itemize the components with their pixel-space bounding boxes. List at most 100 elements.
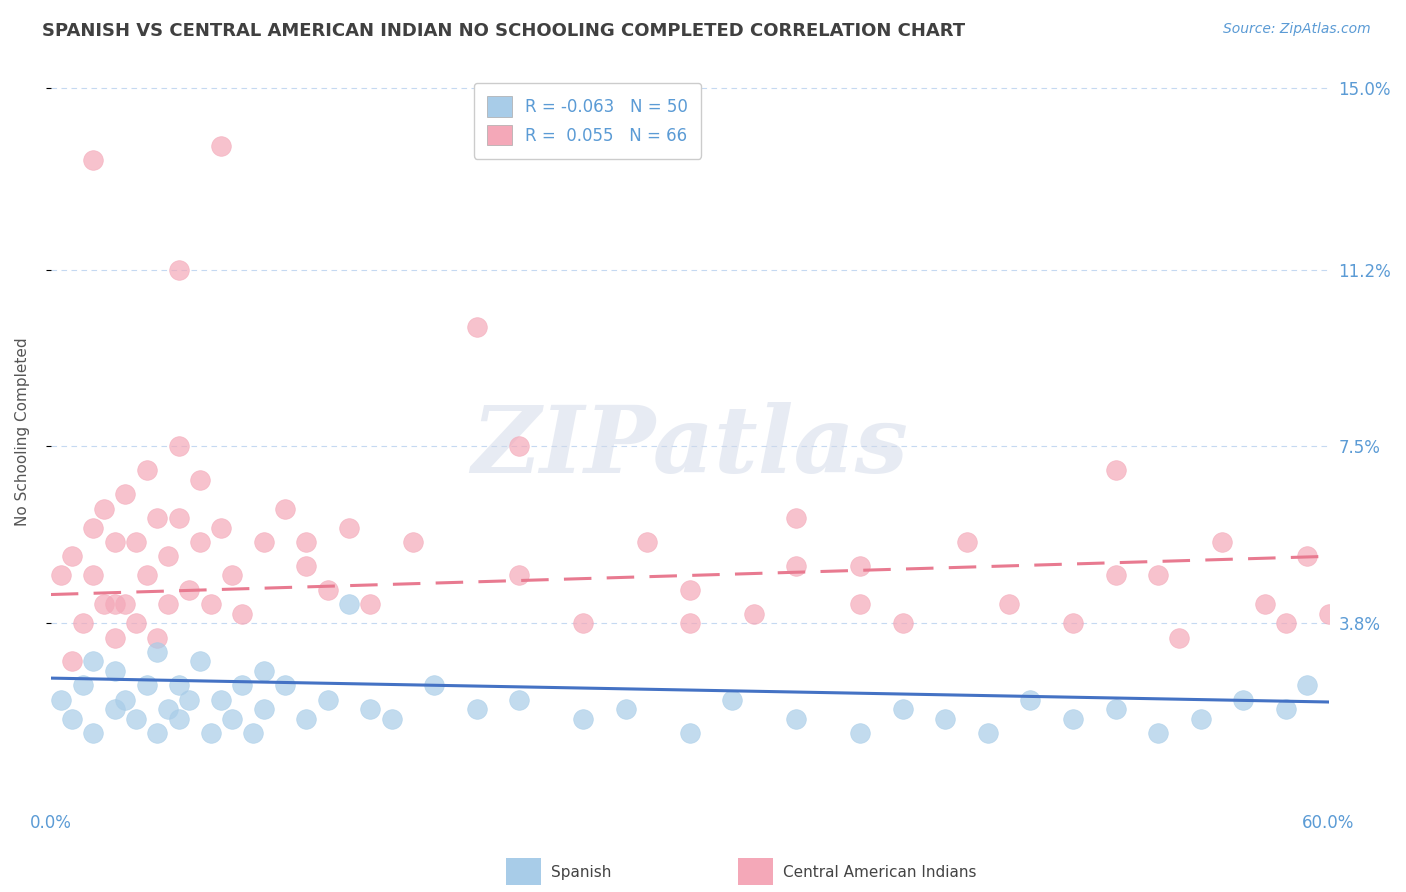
Point: [295, 535, 318, 549]
Point: [572, 616, 595, 631]
Point: [1104, 702, 1126, 716]
Point: [1062, 616, 1084, 631]
Point: [423, 678, 446, 692]
Point: [167, 440, 190, 454]
Point: [1275, 616, 1298, 631]
Point: [253, 702, 276, 716]
Point: [114, 692, 136, 706]
Point: [179, 582, 201, 597]
Point: [51, 692, 73, 706]
Point: [221, 568, 243, 582]
Point: [125, 535, 148, 549]
Point: [60, 654, 83, 668]
Point: [93, 501, 115, 516]
Point: [72, 616, 94, 631]
Point: [114, 487, 136, 501]
Point: [146, 726, 169, 740]
Point: [402, 535, 425, 549]
Point: [135, 463, 157, 477]
Point: [231, 607, 253, 621]
Point: [465, 320, 488, 334]
Point: [1317, 607, 1340, 621]
Point: [636, 535, 658, 549]
Text: ZIPatlas: ZIPatlas: [471, 402, 908, 492]
Point: [156, 702, 179, 716]
Point: [1296, 549, 1319, 564]
Point: [135, 568, 157, 582]
Point: [167, 712, 190, 726]
Point: [135, 678, 157, 692]
Point: [380, 712, 402, 726]
Point: [849, 597, 872, 611]
Point: [337, 521, 360, 535]
Point: [146, 511, 169, 525]
Point: [209, 692, 232, 706]
Point: [1104, 463, 1126, 477]
Text: Spanish: Spanish: [551, 865, 612, 880]
Point: [465, 702, 488, 716]
Point: [72, 678, 94, 692]
Point: [274, 501, 297, 516]
Point: [146, 631, 169, 645]
Point: [93, 597, 115, 611]
Y-axis label: No Schooling Completed: No Schooling Completed: [15, 338, 30, 526]
Point: [508, 440, 530, 454]
Point: [295, 558, 318, 573]
Point: [60, 549, 83, 564]
Point: [209, 521, 232, 535]
Point: [934, 712, 956, 726]
Point: [742, 607, 765, 621]
Point: [1147, 568, 1170, 582]
Point: [316, 692, 339, 706]
Point: [1189, 712, 1212, 726]
Point: [977, 726, 1000, 740]
Point: [274, 678, 297, 692]
Point: [114, 597, 136, 611]
Point: [253, 664, 276, 678]
Point: [60, 712, 83, 726]
Point: [1104, 568, 1126, 582]
Point: [614, 702, 637, 716]
Point: [188, 473, 211, 487]
Point: [295, 712, 318, 726]
Point: [146, 645, 169, 659]
Point: [82, 568, 104, 582]
Point: [1296, 678, 1319, 692]
Point: [253, 535, 276, 549]
Point: [1062, 712, 1084, 726]
Point: [167, 511, 190, 525]
Point: [849, 558, 872, 573]
Point: [221, 712, 243, 726]
Point: [359, 702, 381, 716]
Point: [104, 597, 127, 611]
Point: [125, 616, 148, 631]
Point: [785, 558, 807, 573]
Point: [188, 535, 211, 549]
Point: [1232, 692, 1254, 706]
Point: [1019, 692, 1042, 706]
Point: [1147, 726, 1170, 740]
Point: [125, 712, 148, 726]
Point: [104, 702, 127, 716]
Text: Source: ZipAtlas.com: Source: ZipAtlas.com: [1223, 22, 1371, 37]
Point: [508, 568, 530, 582]
Point: [572, 712, 595, 726]
Point: [891, 616, 914, 631]
Point: [231, 678, 253, 692]
Point: [82, 654, 104, 668]
Point: [82, 153, 104, 167]
Point: [200, 726, 222, 740]
Point: [179, 692, 201, 706]
Point: [200, 597, 222, 611]
Point: [209, 138, 232, 153]
Point: [1253, 597, 1275, 611]
Point: [679, 616, 702, 631]
Point: [104, 664, 127, 678]
Point: [242, 726, 264, 740]
Point: [359, 597, 381, 611]
Point: [188, 654, 211, 668]
Point: [82, 521, 104, 535]
Point: [721, 692, 744, 706]
Text: SPANISH VS CENTRAL AMERICAN INDIAN NO SCHOOLING COMPLETED CORRELATION CHART: SPANISH VS CENTRAL AMERICAN INDIAN NO SC…: [42, 22, 966, 40]
Point: [849, 726, 872, 740]
